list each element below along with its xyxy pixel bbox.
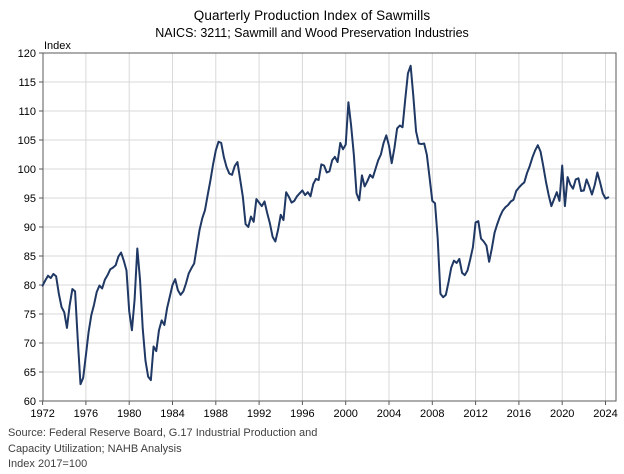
y-axis-unit-label: Index	[44, 40, 71, 52]
y-tick-label: 85	[24, 251, 36, 263]
x-tick-label: 2008	[420, 408, 444, 420]
data-line	[41, 64, 610, 386]
source-note: Source: Federal Reserve Board, G.17 Indu…	[8, 426, 317, 473]
x-tick-label: 2020	[550, 408, 574, 420]
x-tick-label: 1980	[117, 408, 141, 420]
x-tick-label: 2024	[593, 408, 617, 420]
y-tick-label: 80	[24, 280, 36, 292]
x-tick-label: 1992	[247, 408, 271, 420]
y-tick-label: 105	[18, 135, 36, 147]
y-tick-label: 70	[24, 338, 36, 350]
x-tick-label: 1976	[74, 408, 98, 420]
source-line-1: Source: Federal Reserve Board, G.17 Indu…	[8, 427, 318, 439]
chart-subtitle: NAICS: 3211; Sawmill and Wood Preservati…	[155, 26, 469, 40]
y-tick-label: 110	[18, 106, 36, 118]
x-tick-label: 1972	[30, 408, 54, 420]
y-tick-label: 95	[24, 193, 36, 205]
source-line-3: Index 2017=100	[8, 458, 88, 470]
x-tick-label: 2004	[377, 408, 401, 420]
x-tick-label: 2012	[463, 408, 487, 420]
y-tick-label: 115	[18, 77, 36, 89]
y-tick-label: 100	[18, 164, 36, 176]
x-tick-label: 1988	[204, 408, 228, 420]
y-tick-label: 90	[24, 222, 36, 234]
x-tick-label: 1996	[290, 408, 314, 420]
y-tick-label: 60	[24, 396, 36, 408]
y-tick-label: 75	[24, 309, 36, 321]
y-tick-label: 120	[18, 48, 36, 60]
x-tick-label: 2000	[333, 408, 357, 420]
x-tick-label: 2016	[507, 408, 531, 420]
x-tick-label: 1984	[160, 408, 184, 420]
plot-frame	[42, 52, 617, 402]
source-line-2: Capacity Utilization; NAHB Analysis	[8, 442, 182, 455]
y-tick-label: 65	[24, 367, 36, 379]
chart-title: Quarterly Production Index of Sawmills	[193, 8, 431, 23]
